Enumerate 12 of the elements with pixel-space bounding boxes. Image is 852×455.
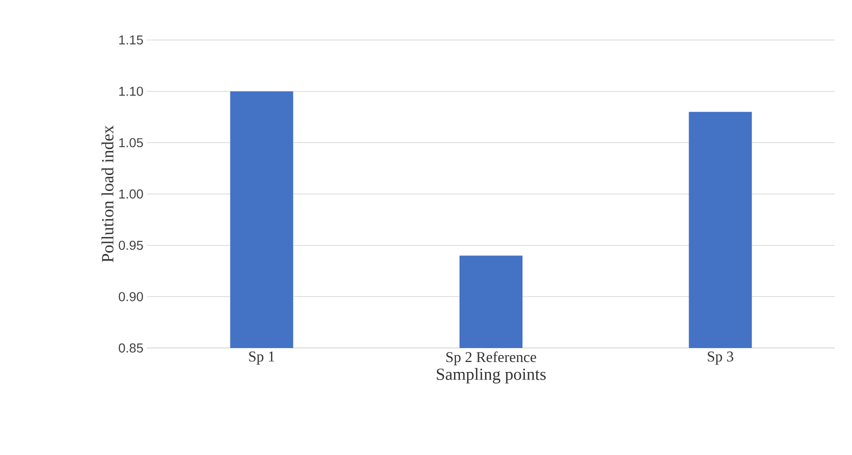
y-tick-label: 0.95 [118, 240, 143, 250]
x-tick-label: Sp 2 Reference [446, 352, 536, 366]
y-tick-label: 1.05 [119, 138, 143, 148]
y-axis-title: Pollution load index [102, 126, 114, 262]
y-tick-label: 0.90 [118, 292, 143, 302]
y-tick-label: 1.15 [119, 35, 143, 45]
y-tick-label: 1.10 [119, 86, 143, 96]
y-tick-label: 1.00 [119, 189, 143, 199]
x-axis-title: Sampling points [436, 368, 546, 384]
y-tick-label: 0.85 [118, 343, 143, 353]
x-tick-label: Sp 1 [249, 352, 274, 365]
x-tick-label: Sp 3 [708, 352, 734, 365]
